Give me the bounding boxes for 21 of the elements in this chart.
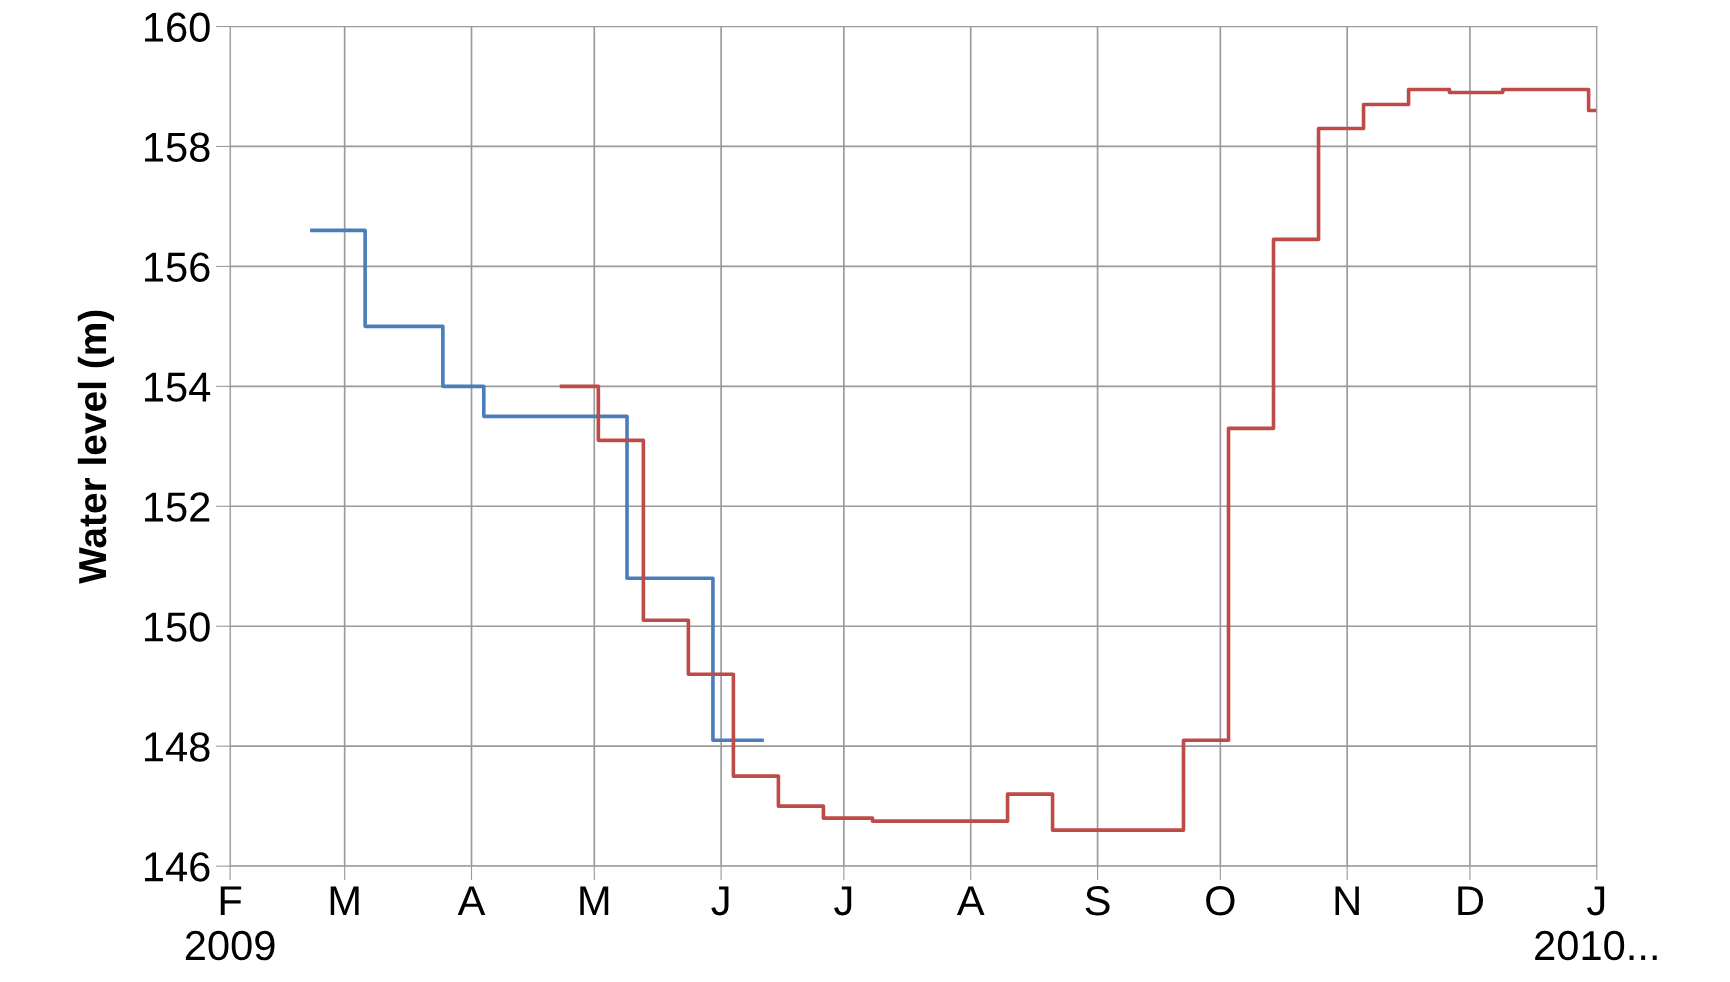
x-tick-label: M: [330, 886, 359, 916]
x-tick-label: J: [711, 886, 729, 916]
y-tick-label: 156: [145, 252, 210, 282]
y-axis-title: Water level (m): [77, 310, 115, 584]
x-tick-label: S: [1085, 885, 1110, 916]
x-tick-label: A: [457, 886, 486, 916]
y-tick-label: 154: [145, 372, 211, 402]
x-tick-label: J: [834, 886, 852, 916]
x-tick-label: D: [1458, 886, 1483, 916]
x-tick-label: N: [1335, 886, 1359, 916]
x-tick-label: J 2010...: [1535, 886, 1657, 961]
y-tick-label: 148: [145, 732, 210, 762]
x-tick-label: O: [1206, 885, 1235, 916]
x-tick-label: M: [580, 886, 609, 916]
y-tick-label: 158: [145, 132, 210, 162]
x-tick-label: A: [956, 886, 985, 916]
y-tick-label: 150: [145, 612, 210, 642]
y-tick-label: 152: [145, 492, 210, 522]
x-tick-label: F 2009: [185, 886, 275, 961]
y-tick-label: 160: [145, 12, 210, 43]
y-tick-label: 146: [145, 852, 210, 882]
